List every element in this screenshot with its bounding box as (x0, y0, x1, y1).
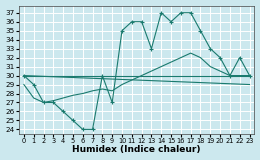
X-axis label: Humidex (Indice chaleur): Humidex (Indice chaleur) (73, 145, 201, 154)
